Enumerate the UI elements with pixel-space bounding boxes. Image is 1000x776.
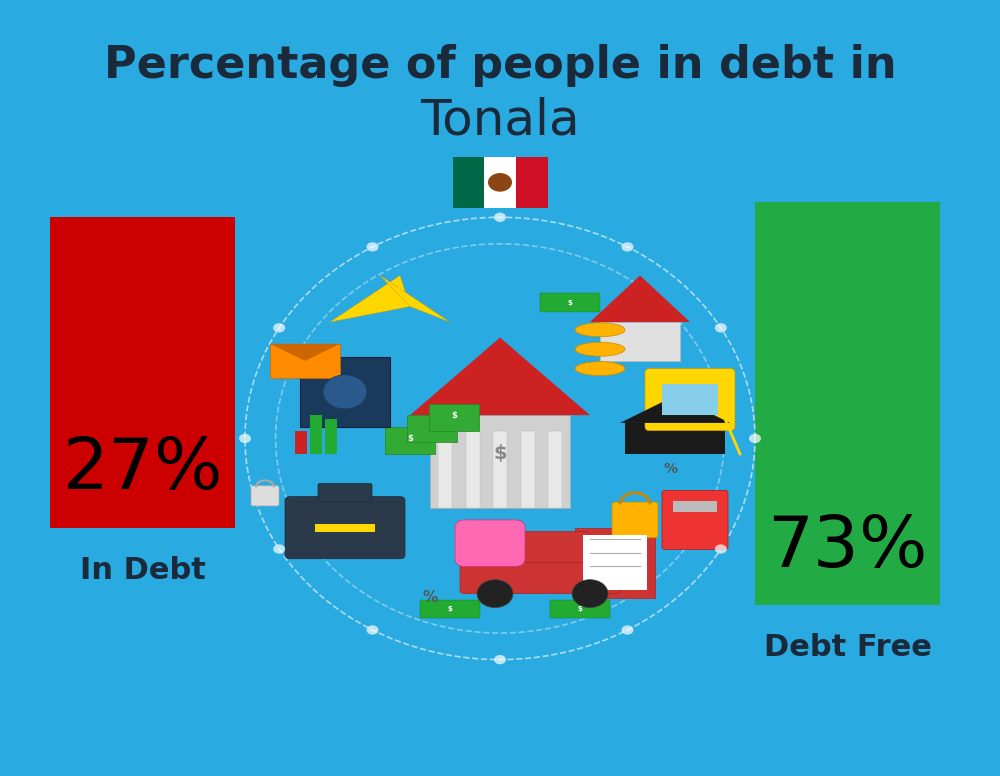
FancyBboxPatch shape — [550, 600, 610, 618]
FancyBboxPatch shape — [315, 524, 375, 532]
FancyBboxPatch shape — [645, 369, 735, 431]
FancyBboxPatch shape — [583, 535, 647, 590]
Circle shape — [273, 545, 285, 554]
Text: $: $ — [429, 422, 435, 431]
Circle shape — [715, 324, 727, 333]
Circle shape — [367, 242, 379, 251]
FancyBboxPatch shape — [625, 423, 725, 454]
Text: $: $ — [578, 606, 582, 612]
FancyBboxPatch shape — [438, 431, 452, 508]
FancyBboxPatch shape — [300, 357, 390, 427]
FancyBboxPatch shape — [575, 528, 655, 598]
Circle shape — [715, 545, 727, 554]
FancyBboxPatch shape — [490, 532, 590, 563]
Circle shape — [494, 213, 506, 222]
Text: $: $ — [568, 300, 572, 306]
Text: $: $ — [493, 445, 507, 463]
Polygon shape — [270, 344, 340, 361]
FancyBboxPatch shape — [540, 293, 600, 312]
FancyBboxPatch shape — [270, 344, 340, 378]
Text: $: $ — [451, 411, 457, 420]
FancyBboxPatch shape — [295, 431, 307, 454]
FancyBboxPatch shape — [251, 486, 279, 506]
Circle shape — [488, 173, 512, 192]
Text: Percentage of people in debt in: Percentage of people in debt in — [104, 44, 896, 88]
Ellipse shape — [575, 362, 625, 376]
FancyBboxPatch shape — [455, 520, 525, 566]
FancyBboxPatch shape — [673, 501, 717, 512]
FancyBboxPatch shape — [493, 431, 507, 508]
FancyBboxPatch shape — [429, 404, 479, 431]
Polygon shape — [620, 396, 730, 423]
Text: %: % — [422, 590, 438, 605]
FancyBboxPatch shape — [548, 431, 562, 508]
FancyBboxPatch shape — [318, 483, 372, 502]
Circle shape — [622, 625, 634, 635]
FancyBboxPatch shape — [285, 497, 405, 559]
FancyBboxPatch shape — [325, 419, 337, 454]
Text: %: % — [663, 462, 677, 476]
FancyBboxPatch shape — [484, 157, 516, 207]
Circle shape — [366, 625, 378, 635]
FancyBboxPatch shape — [420, 600, 480, 618]
FancyBboxPatch shape — [755, 202, 940, 605]
FancyBboxPatch shape — [516, 157, 548, 207]
FancyBboxPatch shape — [310, 415, 322, 454]
FancyBboxPatch shape — [521, 431, 535, 508]
Text: 27%: 27% — [62, 435, 223, 504]
Text: 73%: 73% — [767, 513, 928, 581]
Text: Tonala: Tonala — [420, 96, 580, 144]
Circle shape — [239, 434, 251, 443]
Polygon shape — [380, 275, 450, 322]
Circle shape — [323, 375, 367, 409]
FancyBboxPatch shape — [385, 427, 435, 454]
FancyBboxPatch shape — [452, 157, 484, 207]
Polygon shape — [590, 275, 690, 322]
FancyBboxPatch shape — [50, 217, 235, 528]
Circle shape — [494, 655, 506, 664]
Circle shape — [622, 242, 634, 251]
Circle shape — [572, 580, 608, 608]
Text: In Debt: In Debt — [80, 556, 205, 585]
FancyBboxPatch shape — [460, 555, 620, 594]
FancyBboxPatch shape — [600, 322, 680, 361]
FancyBboxPatch shape — [407, 415, 457, 442]
Ellipse shape — [575, 323, 625, 337]
FancyBboxPatch shape — [466, 431, 480, 508]
Polygon shape — [410, 338, 590, 415]
Circle shape — [477, 580, 513, 608]
FancyBboxPatch shape — [430, 415, 570, 508]
Circle shape — [749, 434, 761, 443]
Polygon shape — [330, 275, 410, 322]
FancyBboxPatch shape — [662, 384, 718, 415]
Ellipse shape — [575, 342, 625, 356]
Text: $: $ — [448, 606, 452, 612]
FancyBboxPatch shape — [612, 502, 658, 538]
FancyBboxPatch shape — [662, 490, 728, 549]
Circle shape — [273, 324, 285, 333]
Text: Debt Free: Debt Free — [764, 633, 931, 663]
Text: $: $ — [407, 434, 413, 443]
